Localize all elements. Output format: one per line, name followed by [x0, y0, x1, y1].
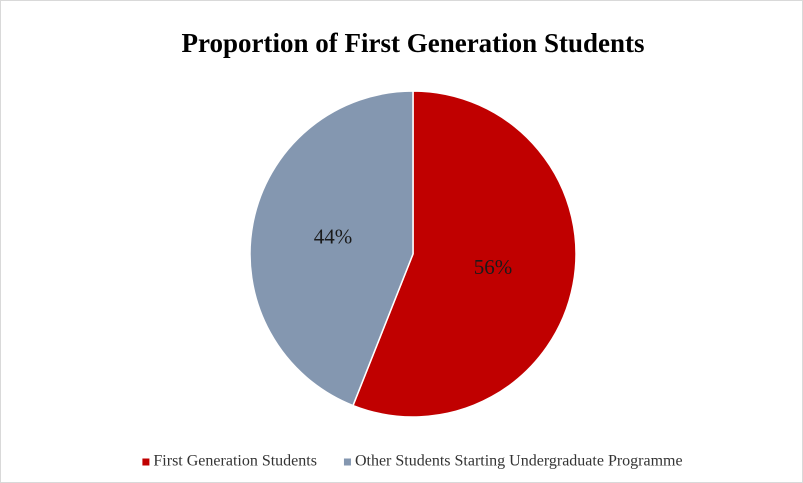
legend-swatch: [343, 458, 351, 466]
legend-label: First Generation Students: [153, 453, 317, 470]
data-label: 44%: [314, 225, 353, 249]
data-label: 56%: [474, 255, 513, 279]
chart-title: Proportion of First Generation Students: [182, 28, 645, 58]
pie-slice: [352, 90, 577, 418]
legend-swatch: [142, 458, 150, 466]
pie-slice: [249, 90, 414, 407]
legend-label: Other Students Starting Undergraduate Pr…: [355, 453, 683, 470]
